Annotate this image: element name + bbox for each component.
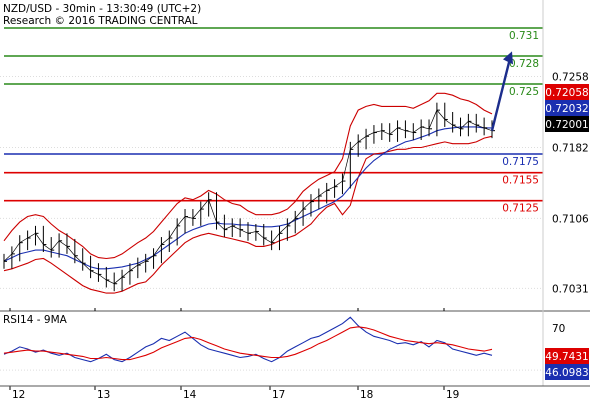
price-tag-box [545,100,589,116]
price-panel: 0.731 0.728 0.725 0.7175 0.7155 0.7125 0.7031… [0,3,589,295]
price-tag-label: 0.72058 [545,87,588,99]
rsi-tag-label: 46.0983 [545,367,588,379]
x-axis: 12 13 14 17 18 19 [0,308,590,400]
rsi-series-signal-ma [3,326,493,361]
x-tick-label: 18 [360,389,373,400]
rsi-y-axis: 70 [552,323,565,335]
price-tag-label: 0.72032 [545,103,588,115]
price-tag-label: 0.72001 [545,119,588,131]
x-tick-label: 12 [12,389,25,400]
price-tags: 0.72058 0.72032 0.72001 [545,84,589,132]
price-tick-label: 0.7258 [552,72,589,84]
x-tick-label: 14 [183,389,197,400]
target-arrow [490,51,513,131]
rsi-label: RSI14 - 9MA [3,314,68,326]
rsi-tag-box [545,364,589,380]
price-tick-label: 0.7182 [552,142,589,154]
level-label-support: 0.7155 [502,175,539,187]
price-tag-box [545,116,589,132]
rsi-panel: 70 49.7431 46.0983 RSI14 - 9MA [0,314,589,380]
chart-subtitle: Research © 2016 TRADING CENTRAL [3,15,198,27]
rsi-series [3,316,493,363]
x-tick-label: 17 [272,389,285,400]
series-close [3,109,493,285]
rsi-tags: 49.7431 46.0983 [545,348,589,380]
price-tick-label: 0.7106 [552,213,589,225]
series-bollinger-lower [3,135,493,294]
rsi-tick-label: 70 [552,323,565,335]
arrow-head [503,51,513,65]
level-label-resistance: 0.725 [509,86,539,98]
series-bollinger-upper [3,92,493,260]
price-levels: 0.731 0.728 0.725 0.7175 0.7155 0.7125 [4,27,543,215]
level-label-resistance: 0.731 [509,30,539,42]
level-label-support: 0.7125 [502,203,539,215]
series-moving-average [3,126,492,270]
rsi-tag-box [545,348,589,364]
rsi-tag-label: 49.7431 [545,351,588,363]
price-y-axis: 0.7031 0.7106 0.7182 0.7258 [552,72,589,296]
price-gridlines [0,76,543,289]
arrow-shaft [490,58,512,131]
chart-title: NZD/USD - 30min - 13:30:49 (UTC+2) [3,3,201,15]
price-tag-box [545,84,589,100]
price-series [3,92,495,294]
price-tick-label: 0.7031 [552,283,589,295]
level-label-pivot: 0.7175 [502,156,539,168]
rsi-series-rsi [3,316,493,363]
x-tick-label: 19 [446,389,459,400]
x-tick-label: 13 [97,389,110,400]
level-label-resistance: 0.728 [509,58,539,70]
